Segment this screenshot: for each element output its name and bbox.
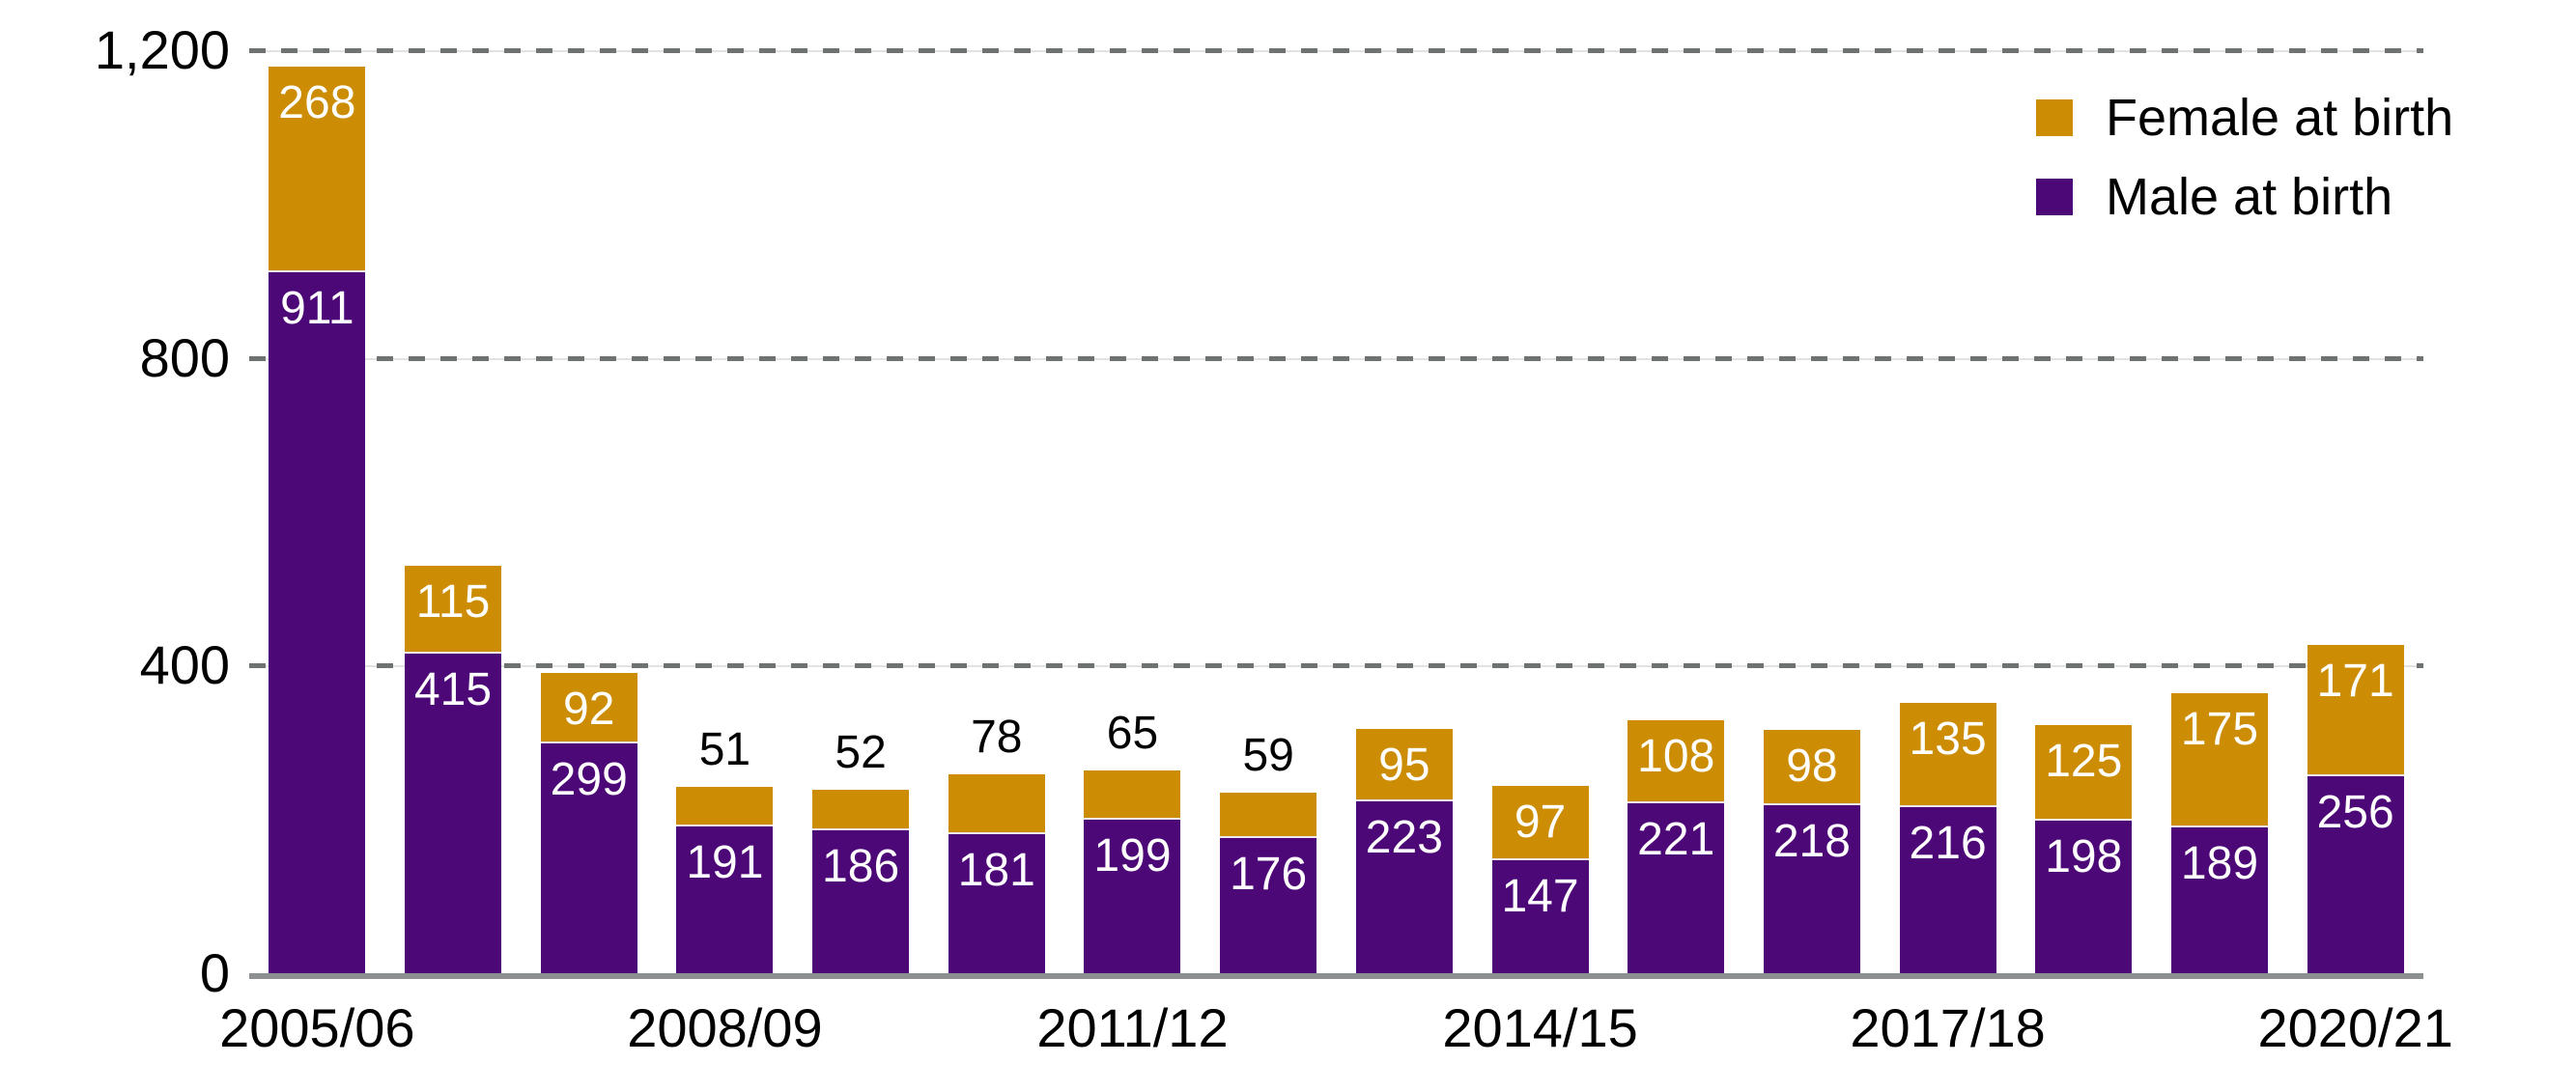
x-tick-label-2011/12: 2011/12 <box>1036 997 1229 1058</box>
bar-value-male-2007/08: 299 <box>550 753 628 805</box>
bar-segment-female-2006/07 <box>405 565 502 655</box>
bar-value-male-2006/07: 415 <box>413 664 493 716</box>
bar-value-male-2016/17: 218 <box>1772 816 1851 868</box>
bar-value-female-2009/10: 52 <box>835 727 887 779</box>
bar-value-male-2011/12: 199 <box>1093 830 1172 882</box>
bar-value-female-2015/16: 108 <box>1637 730 1715 782</box>
bar-value-female-2006/07: 115 <box>415 575 491 628</box>
bar-segment-male-2009/10 <box>812 829 910 973</box>
bar-value-female-2018/19: 125 <box>2045 735 2123 787</box>
bar-value-female-2005/06: 268 <box>278 76 356 128</box>
x-axis-line <box>249 973 2423 979</box>
y-tick-label-400: 400 <box>139 634 230 696</box>
bar-value-male-2018/19: 198 <box>2045 831 2123 883</box>
bar-segment-male-2013/14 <box>1355 801 1453 973</box>
bar-segment-female-2005/06 <box>269 66 366 273</box>
legend-label-female: Female at birth <box>2106 89 2454 147</box>
y-tick-label-800: 800 <box>139 326 230 388</box>
bar-segment-female-2020/21 <box>2307 644 2404 777</box>
bar-segment-male-2018/19 <box>2035 821 2133 973</box>
gridline-400 <box>249 663 2423 669</box>
bar-segment-female-2018/19 <box>2035 724 2133 822</box>
bar-segment-female-2016/17 <box>1763 730 1860 806</box>
bar-value-male-2017/18: 216 <box>1909 817 1987 869</box>
bar-value-female-2012/13: 59 <box>1242 729 1294 781</box>
legend-item-male: Male at birth <box>2036 168 2453 226</box>
bar-value-male-2014/15: 147 <box>1501 870 1579 922</box>
bar-segment-male-2011/12 <box>1084 820 1181 973</box>
bar-value-female-2014/15: 97 <box>1514 796 1567 848</box>
bar-segment-female-2011/12 <box>1084 769 1181 821</box>
bar-segment-female-2012/13 <box>1220 792 1317 838</box>
x-tick-label-2014/15: 2014/15 <box>1442 997 1638 1058</box>
bar-value-female-2007/08: 92 <box>563 683 615 735</box>
bar-value-male-2019/20: 189 <box>2180 838 2259 890</box>
bar-segment-male-2015/16 <box>1628 802 1725 973</box>
bar-value-female-2020/21: 171 <box>2316 655 2394 707</box>
bar-segment-female-2009/10 <box>812 790 910 830</box>
bar-value-female-2011/12: 65 <box>1106 707 1159 759</box>
bar-value-male-2020/21: 256 <box>2316 787 2394 839</box>
bar-segment-female-2008/09 <box>676 787 774 826</box>
bar-segment-male-2012/13 <box>1220 837 1317 973</box>
bar-segment-female-2007/08 <box>540 672 637 743</box>
bar-value-female-2008/09: 51 <box>698 724 751 776</box>
gridline-800 <box>249 355 2423 361</box>
bar-segment-male-2008/09 <box>676 825 774 973</box>
bar-value-male-2012/13: 176 <box>1230 848 1308 900</box>
bar-segment-male-2016/17 <box>1763 805 1860 973</box>
bar-segment-male-2019/20 <box>2170 827 2268 973</box>
bar-segment-female-2015/16 <box>1628 719 1725 803</box>
bar-segment-male-2006/07 <box>405 654 502 973</box>
bar-value-female-2019/20: 175 <box>2180 704 2259 755</box>
bar-segment-male-2005/06 <box>269 272 366 973</box>
legend-item-female: Female at birth <box>2036 89 2453 147</box>
x-tick-label-2005/06: 2005/06 <box>219 997 415 1058</box>
bar-value-male-2009/10: 186 <box>822 840 900 892</box>
bar-value-male-2015/16: 221 <box>1637 813 1715 865</box>
bar-value-male-2013/14: 223 <box>1365 812 1443 864</box>
legend: Female at birth Male at birth <box>2036 89 2453 247</box>
bar-segment-male-2010/11 <box>948 833 1045 973</box>
bar-segment-female-2010/11 <box>948 773 1045 834</box>
bar-value-male-2005/06: 911 <box>280 283 354 335</box>
bar-segment-female-2017/18 <box>1899 703 1996 807</box>
x-tick-label-2017/18: 2017/18 <box>1850 997 2046 1058</box>
legend-label-male: Male at birth <box>2106 168 2393 226</box>
bar-segment-male-2007/08 <box>540 742 637 973</box>
bar-segment-female-2014/15 <box>1491 785 1589 860</box>
bar-segment-male-2020/21 <box>2307 776 2404 973</box>
bar-segment-female-2013/14 <box>1355 728 1453 802</box>
y-tick-label-0: 0 <box>199 942 230 1003</box>
y-tick-label-1,200: 1,200 <box>94 19 230 80</box>
gridline-1200 <box>249 48 2423 53</box>
male-color-swatch <box>2036 179 2073 215</box>
x-tick-label-2020/21: 2020/21 <box>2257 997 2453 1058</box>
x-tick-label-2008/09: 2008/09 <box>627 997 823 1058</box>
bar-segment-female-2019/20 <box>2170 693 2268 828</box>
bar-segment-male-2014/15 <box>1491 859 1589 973</box>
bar-value-male-2010/11: 181 <box>957 844 1035 896</box>
bar-value-male-2008/09: 191 <box>686 836 764 888</box>
bar-value-female-2017/18: 135 <box>1909 713 1987 766</box>
female-color-swatch <box>2036 99 2073 136</box>
bar-segment-male-2017/18 <box>1899 806 1996 973</box>
bar-value-female-2013/14: 95 <box>1378 739 1430 791</box>
bar-value-female-2016/17: 98 <box>1786 741 1838 793</box>
bar-value-female-2010/11: 78 <box>971 711 1023 763</box>
